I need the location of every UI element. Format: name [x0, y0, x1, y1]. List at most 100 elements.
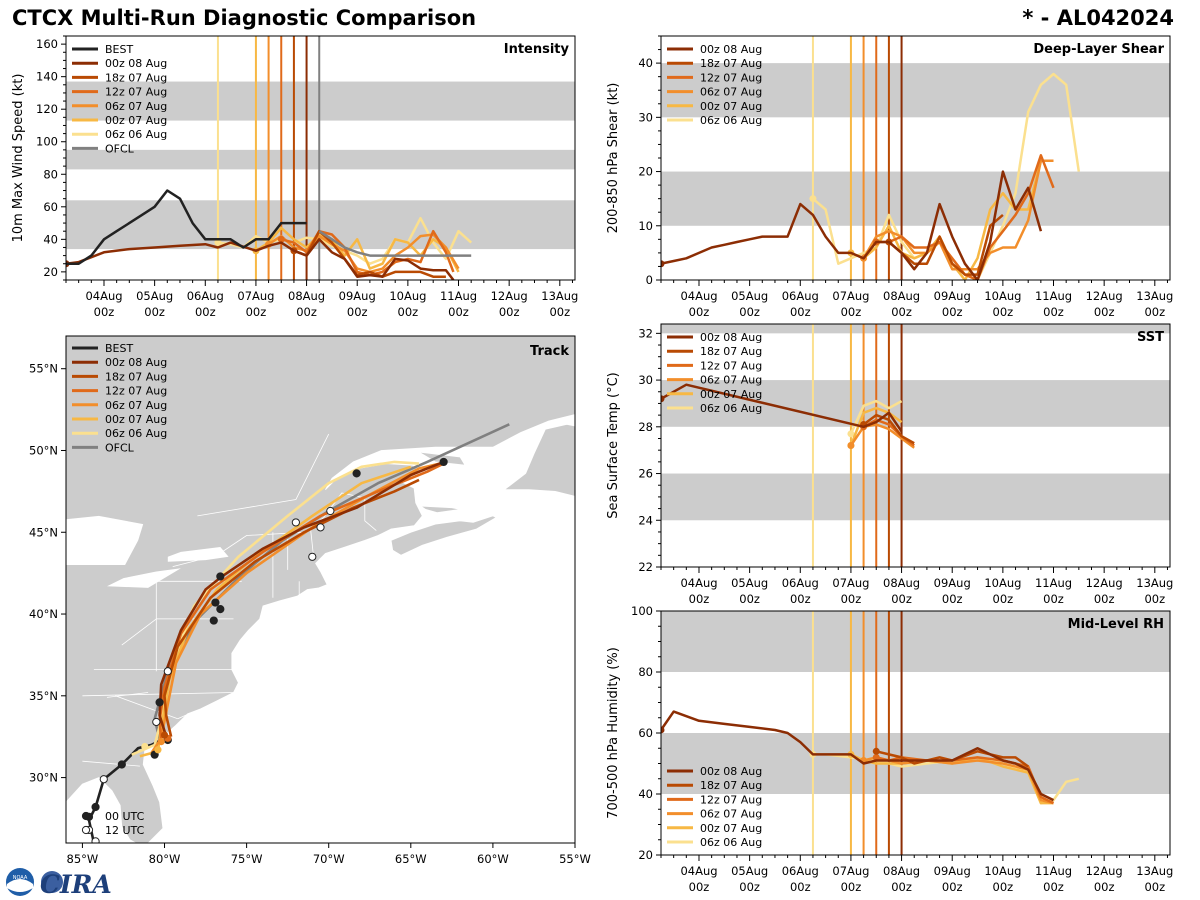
rh-xtick-label: 04Aug [680, 864, 717, 878]
shear-series-group [661, 72, 1081, 280]
track-marker-00utc [91, 802, 100, 812]
intensity-band-2 [66, 81, 575, 121]
sst-band-2 [661, 324, 1170, 334]
sst-title: SST [1137, 330, 1164, 345]
track-marker-legend-label: 00 UTC [105, 810, 145, 823]
track-xtick-label: 65°W [395, 852, 427, 866]
intensity-legend-label-12z-07-aug: 12z 07 Aug [105, 86, 167, 99]
track-marker-00utc [211, 598, 220, 607]
state-border-1 [82, 692, 234, 697]
shear-xtick-sublabel: 00z [1144, 305, 1165, 319]
track-ytick-label: 50°N [29, 443, 58, 457]
storm-id: * - AL042024 [1022, 6, 1174, 30]
track-marker-12utc [316, 523, 325, 532]
track-marker-12utc [326, 506, 335, 516]
shear-series-18z-07-aug [888, 213, 1004, 276]
nova-scotia-land [390, 515, 498, 556]
great-lake-1 [107, 568, 181, 588]
intensity-xtick-sublabel: 00z [195, 305, 216, 319]
track-legend-label-best: BEST [105, 342, 133, 355]
great-lake-2 [66, 515, 144, 565]
track-ytick-label: 30°N [29, 771, 58, 785]
shear-ylabel: 200-850 hPa Shear (kt) [606, 83, 621, 234]
shear-band-1 [661, 63, 1170, 118]
intensity-xtick-label: 09Aug [339, 289, 376, 303]
shear-series-start-00z-08-aug [661, 260, 665, 268]
intensity-ytick-label: 100 [36, 135, 58, 149]
intensity-xtick-label: 05Aug [136, 289, 173, 303]
intensity-legend-label-ofcl: OFCL [105, 142, 135, 155]
track-start-point-1 [157, 738, 165, 746]
sst-ylabel: Sea Surface Temp (°C) [606, 372, 621, 519]
intensity-title: Intensity [504, 42, 570, 57]
sst-legend-label-06z-06-aug: 06z 06 Aug [700, 402, 762, 415]
track-marker-00utc [155, 698, 164, 707]
sst-xtick-sublabel: 00z [1144, 592, 1165, 606]
rh-series-start-12z-07-aug [872, 753, 880, 761]
sst-xtick-label: 05Aug [731, 576, 768, 590]
sst-xtick-label: 09Aug [934, 576, 971, 590]
rh-legend-label-00z-07-aug: 00z 07 Aug [700, 822, 762, 835]
shear-xtick-label: 11Aug [1035, 289, 1072, 303]
track-marker-12utc [291, 518, 300, 527]
shear-xtick-sublabel: 00z [891, 305, 912, 319]
track-marker-12utc [152, 717, 161, 727]
sst-legend-label-00z-08-aug: 00z 08 Aug [700, 331, 762, 344]
sst-xtick-label: 12Aug [1086, 576, 1123, 590]
rh-xtick-sublabel: 00z [1043, 880, 1064, 894]
intensity-xtick-label: 04Aug [85, 289, 122, 303]
sst-legend-label-00z-07-aug: 00z 07 Aug [700, 388, 762, 401]
rh-xtick-sublabel: 00z [942, 880, 963, 894]
sst-xtick-label: 06Aug [782, 576, 819, 590]
noaa-logo-text: NOAA [13, 875, 28, 881]
intensity-xtick-sublabel: 00z [398, 305, 419, 319]
sst-series-group [661, 383, 915, 449]
intensity-xtick-label: 10Aug [389, 289, 426, 303]
intensity-legend-label-06z-06-aug: 06z 06 Aug [105, 128, 167, 141]
track-marker-12utc [308, 552, 317, 561]
state-border-0 [172, 492, 377, 567]
sst-series-06z-06-aug [849, 399, 903, 435]
shear-xtick-sublabel: 00z [942, 305, 963, 319]
track-map [66, 336, 575, 843]
intensity-xtick-sublabel: 00z [296, 305, 317, 319]
shear-xtick-sublabel: 00z [1043, 305, 1064, 319]
rh-xtick-label: 06Aug [782, 864, 819, 878]
track-xtick-label: 85°W [67, 852, 99, 866]
shear-xtick-label: 05Aug [731, 289, 768, 303]
shear-series-start-06z-06-aug [809, 195, 817, 203]
intensity-xtick-sublabel: 00z [448, 305, 469, 319]
intensity-xtick-label: 06Aug [187, 289, 224, 303]
shear-ytick-label: 30 [638, 110, 653, 124]
shear-xtick-label: 08Aug [883, 289, 920, 303]
sst-legend-label-12z-07-aug: 12z 07 Aug [700, 359, 762, 372]
intensity-ytick-label: 120 [36, 102, 58, 116]
intensity-ytick-label: 40 [43, 232, 58, 246]
cira-globe-icon [41, 871, 63, 893]
track-ytick-label: 35°N [29, 689, 58, 703]
shear-xtick-label: 07Aug [832, 289, 869, 303]
sst-series-start-06z-06-aug [847, 430, 855, 438]
page-title: CTCX Multi-Run Diagnostic Comparison [12, 6, 477, 30]
rh-ytick-label: 40 [638, 787, 653, 801]
sst-legend-label-18z-07-aug: 18z 07 Aug [700, 345, 762, 358]
intensity-legend-label-18z-07-aug: 18z 07 Aug [105, 71, 167, 84]
track-start-point-3 [154, 746, 162, 754]
rh-xtick-label: 10Aug [984, 864, 1021, 878]
intensity-xtick-label: 12Aug [491, 289, 528, 303]
sst-xtick-label: 04Aug [680, 576, 717, 590]
track-legend-label-00z-07-aug: 00z 07 Aug [105, 413, 167, 426]
intensity-series-best [66, 189, 307, 265]
intensity-xtick-sublabel: 00z [94, 305, 115, 319]
track-title: Track [530, 344, 569, 359]
shear-panel: 0 10 20 30 40 04Aug 00z 05Aug 00z 06Aug 00z 07Aug 00… [606, 35, 1173, 319]
sst-xtick-sublabel: 00z [790, 592, 811, 606]
sst-ytick-label: 30 [638, 373, 653, 387]
track-panel: 85°W 80°W 75°W 70°W 65°W 60°W 55°W 30°N 35°N 40°N… [29, 335, 591, 866]
track-marker-12utc [163, 667, 172, 676]
intensity-series-start-12z-07-aug [277, 235, 285, 243]
shear-xtick-sublabel: 00z [993, 305, 1014, 319]
sst-xtick-label: 11Aug [1035, 576, 1072, 590]
intensity-series-ofcl [318, 230, 472, 257]
